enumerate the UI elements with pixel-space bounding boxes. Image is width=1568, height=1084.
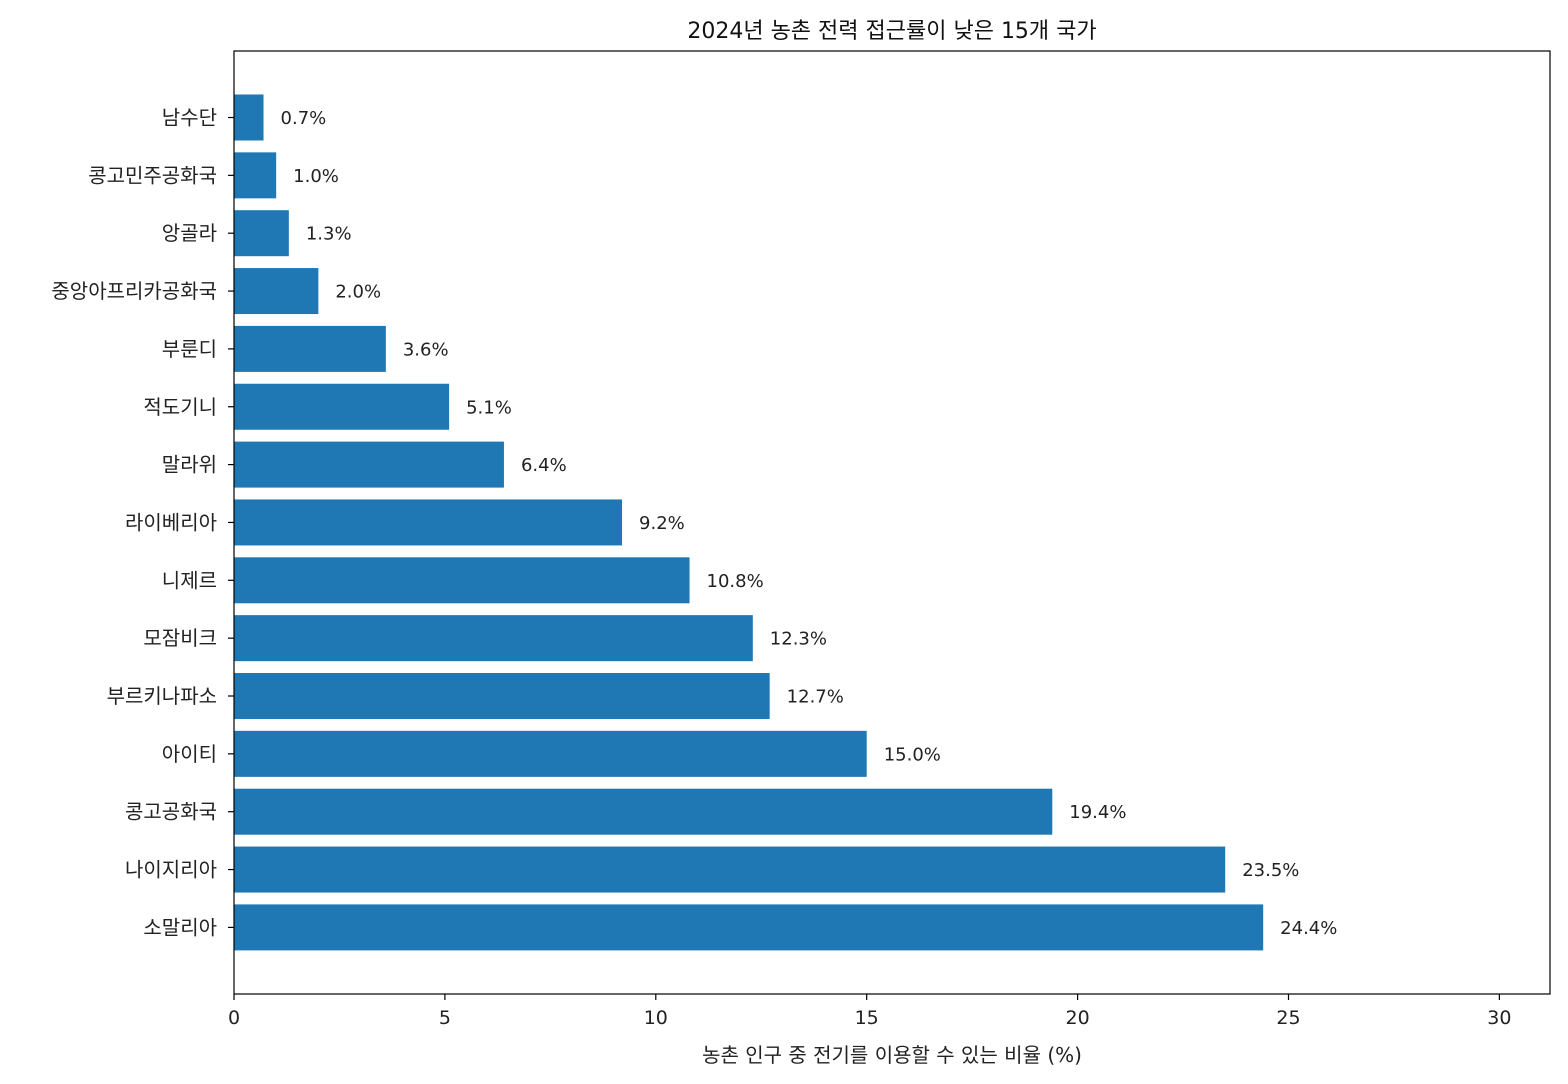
bar: [234, 846, 1226, 893]
bar: [234, 673, 770, 719]
category-label: 콩고공화국: [125, 800, 217, 824]
value-label: 23.5%: [1242, 860, 1299, 881]
plot-frame: [233, 50, 1551, 995]
category-label: 부르키나파소: [107, 684, 217, 708]
category-label: 적도기니: [143, 395, 217, 419]
value-label: 10.8%: [707, 571, 764, 592]
category-label: 콩고민주공화국: [88, 163, 217, 187]
value-label: 1.3%: [306, 224, 352, 245]
bar: [234, 615, 753, 662]
category-label: 나이지리아: [125, 858, 217, 882]
category-label: 부룬디: [162, 337, 217, 361]
category-label: 라이베리아: [125, 510, 217, 534]
category-label: 소말리아: [143, 915, 217, 939]
value-label: 3.6%: [403, 339, 449, 360]
x-axis-title: 농촌 인구 중 전기를 이용할 수 있는 비율 (%): [702, 1043, 1082, 1067]
bar: [234, 152, 277, 199]
y-axis: 남수단콩고민주공화국앙골라중앙아프리카공화국부룬디적도기니말라위라이베리아니제르…: [51, 106, 234, 939]
value-label: 24.4%: [1280, 918, 1337, 939]
bar: [234, 94, 264, 141]
x-tick-label: 25: [1276, 1007, 1300, 1029]
category-label: 말라위: [162, 453, 217, 477]
value-label: 0.7%: [281, 108, 327, 129]
value-label: 5.1%: [466, 397, 512, 418]
bars-group: 0.7% 1.0% 1.3% 2.0% 3.6% 5.1% 6.4% 9.2% 10.8% 12.…: [234, 94, 1337, 951]
value-label: 1.0%: [293, 166, 339, 187]
bar: [234, 788, 1053, 835]
category-label: 모잠비크: [143, 626, 217, 650]
bar: [234, 904, 1264, 951]
x-tick-label: 10: [644, 1007, 668, 1029]
x-tick-label: 20: [1065, 1007, 1089, 1029]
value-label: 9.2%: [639, 513, 685, 534]
value-label: 6.4%: [521, 455, 567, 476]
bar: [234, 557, 690, 604]
category-label: 중앙아프리카공화국: [51, 279, 217, 303]
bar: [234, 499, 623, 546]
category-label: 아이티: [162, 742, 217, 766]
bar: [234, 268, 319, 315]
bar: [234, 210, 289, 257]
bar: [234, 441, 504, 488]
x-tick-label: 30: [1487, 1007, 1511, 1029]
x-tick-label: 5: [439, 1007, 451, 1029]
category-label: 니제르: [162, 568, 217, 592]
value-label: 12.7%: [787, 687, 844, 708]
value-label: 15.0%: [884, 744, 941, 765]
chart-title: 2024년 농촌 전력 접근률이 낮은 15개 국가: [687, 19, 1096, 44]
value-label: 12.3%: [770, 629, 827, 650]
value-label: 2.0%: [335, 282, 381, 303]
bar: [234, 325, 386, 372]
x-tick-label: 15: [855, 1007, 879, 1029]
category-label: 남수단: [162, 106, 217, 130]
bar: [234, 383, 450, 430]
x-tick-label: 0: [228, 1007, 240, 1029]
category-label: 앙골라: [162, 221, 217, 245]
value-label: 19.4%: [1069, 802, 1126, 823]
x-axis: 0 5 10 15 20 25 30: [228, 994, 1511, 1029]
bar: [234, 730, 867, 777]
